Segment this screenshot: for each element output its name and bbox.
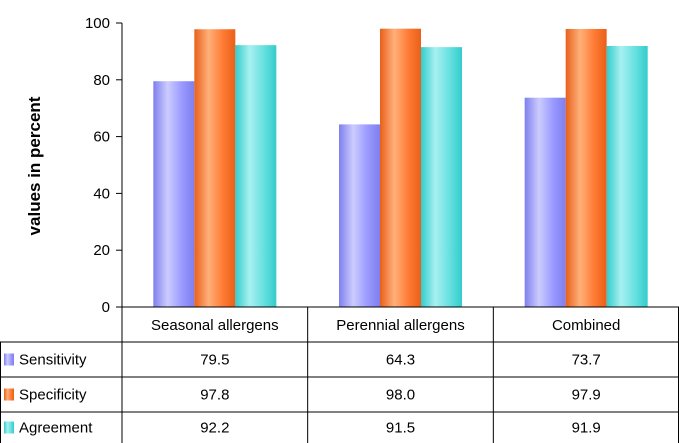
- y-tick-label: 40: [93, 185, 110, 202]
- table-value-sensitivity-1: 79.5: [200, 352, 229, 369]
- table-value-agreement-1: 92.2: [200, 420, 229, 437]
- table-value-specificity-3: 97.9: [572, 387, 601, 404]
- bar-sensitivity-2: [339, 124, 380, 307]
- category-label: Combined: [552, 317, 620, 334]
- y-tick-label: 0: [102, 299, 110, 316]
- y-axis-label: values in percent: [25, 96, 44, 235]
- table-value-sensitivity-2: 64.3: [386, 352, 415, 369]
- legend-label-specificity: Specificity: [19, 387, 87, 404]
- bar-agreement-3: [606, 46, 648, 308]
- table-value-specificity-2: 98.0: [386, 387, 415, 404]
- table-value-agreement-2: 91.5: [386, 420, 415, 437]
- bar-agreement-2: [421, 47, 462, 307]
- table-value-specificity-1: 97.8: [200, 387, 229, 404]
- category-label: Perennial allergens: [336, 317, 464, 334]
- legend-key-agreement: [4, 421, 14, 434]
- bar-specificity-3: [565, 28, 607, 308]
- legend-label-sensitivity: Sensitivity: [19, 352, 87, 369]
- y-tick-label: 100: [85, 15, 110, 32]
- category-label: Seasonal allergens: [151, 317, 279, 334]
- bar-agreement-1: [235, 45, 277, 307]
- table-value-sensitivity-3: 73.7: [572, 352, 601, 369]
- y-tick-label: 80: [93, 72, 110, 89]
- y-tick-label: 60: [93, 129, 110, 146]
- legend-key-sensitivity: [4, 353, 14, 366]
- table-value-agreement-3: 91.9: [572, 420, 601, 437]
- legend-key-specificity: [4, 388, 14, 401]
- bar-sensitivity-3: [524, 97, 566, 307]
- legend-label-agreement: Agreement: [19, 420, 93, 437]
- y-tick-label: 20: [93, 242, 110, 259]
- bar-sensitivity-1: [153, 81, 195, 307]
- bar-specificity-2: [380, 28, 421, 308]
- bar-specificity-1: [194, 29, 236, 308]
